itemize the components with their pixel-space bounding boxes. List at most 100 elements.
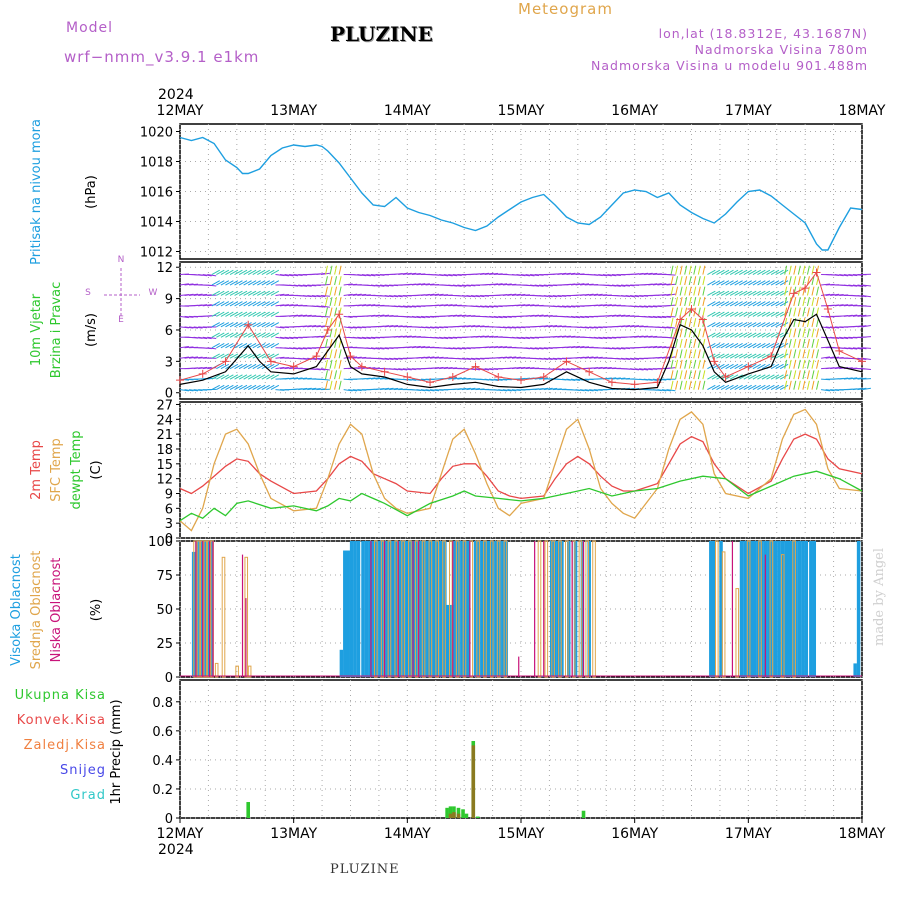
wind-barb bbox=[329, 297, 333, 307]
wind-barb bbox=[639, 368, 649, 371]
wind-barb bbox=[616, 314, 626, 317]
wind-barb bbox=[648, 368, 658, 370]
wind-barb bbox=[611, 274, 621, 276]
cloud-bar-high bbox=[398, 541, 403, 677]
wind-barb bbox=[830, 336, 840, 340]
wind-barb bbox=[266, 290, 275, 296]
wind-barb bbox=[534, 274, 544, 276]
wind-barb bbox=[229, 322, 239, 328]
wind-barb bbox=[234, 269, 243, 275]
wind-barb bbox=[548, 294, 558, 298]
wind-barb bbox=[247, 269, 257, 275]
y-tick-label-wind-2: 6 bbox=[165, 324, 173, 339]
wind-barb bbox=[716, 301, 725, 307]
temp-ylabel-2m: 2m Temp bbox=[29, 440, 44, 500]
wind-barb bbox=[207, 284, 217, 287]
wind-barb bbox=[775, 269, 784, 275]
wind-barb bbox=[279, 366, 290, 370]
wind-barb bbox=[729, 269, 739, 275]
y-tick-label-pressure-2: 1016 bbox=[140, 186, 173, 201]
wind-barb bbox=[843, 304, 853, 307]
wind-barb bbox=[757, 343, 766, 349]
wind-barb bbox=[761, 363, 771, 370]
wind-barb bbox=[843, 347, 853, 350]
wind-barb bbox=[598, 366, 608, 370]
cloud-bar-mid bbox=[476, 540, 480, 678]
wind-barb bbox=[830, 326, 840, 329]
wind-barb bbox=[348, 389, 358, 392]
wind-barb bbox=[816, 370, 819, 380]
cloud-bar-high bbox=[812, 541, 817, 677]
wind-barb bbox=[411, 273, 421, 276]
wind-barb bbox=[697, 276, 701, 286]
wind-barb bbox=[189, 293, 199, 296]
wind-barb bbox=[279, 326, 290, 329]
wind-barb bbox=[697, 265, 701, 275]
y-tick-label-temperature-8: 24 bbox=[156, 413, 173, 428]
wind-barb bbox=[720, 343, 730, 349]
wind-barb bbox=[257, 311, 266, 317]
cloud-bar-high bbox=[356, 541, 361, 677]
wind-barb bbox=[357, 304, 367, 307]
wind-barb bbox=[461, 377, 471, 380]
wind-barb bbox=[211, 290, 220, 296]
gust-marker bbox=[266, 357, 275, 366]
wind-barb bbox=[752, 343, 762, 349]
wind-barb bbox=[788, 370, 792, 380]
year-top: 2024 bbox=[158, 87, 194, 103]
wind-barb bbox=[784, 338, 788, 348]
gust-marker bbox=[721, 373, 730, 382]
wind-barb bbox=[716, 384, 725, 391]
wind-barb bbox=[379, 357, 390, 360]
wind-barb bbox=[688, 265, 692, 275]
wind-barb bbox=[429, 293, 440, 296]
wind-barb bbox=[793, 276, 797, 286]
cloud-bar-high bbox=[494, 541, 498, 677]
wind-barb bbox=[634, 368, 644, 371]
wind-barb bbox=[861, 347, 872, 349]
wind-barb bbox=[861, 336, 872, 338]
wind-barb bbox=[539, 325, 549, 328]
wind-barb bbox=[320, 294, 330, 297]
wind-barb bbox=[430, 389, 440, 392]
wind-barb bbox=[811, 265, 815, 275]
wind-barb bbox=[684, 265, 688, 275]
y-tick-label-cloud-4: 100 bbox=[148, 535, 173, 550]
cloud-bar-high bbox=[743, 541, 747, 677]
cloud-bar-low bbox=[469, 541, 471, 677]
wind-barb bbox=[225, 353, 234, 359]
model-elevation-label: Nadmorska Visina u modelu 901.488m bbox=[591, 58, 868, 73]
wind-barb bbox=[707, 374, 716, 380]
wind-barb bbox=[234, 301, 243, 307]
wind-barb bbox=[784, 265, 788, 275]
wind-barb bbox=[489, 305, 499, 308]
wind-barb bbox=[834, 304, 844, 307]
cloud-bar-mid bbox=[592, 540, 596, 678]
cloud-bar-low bbox=[518, 656, 520, 677]
wind-barb bbox=[293, 377, 303, 380]
wind-barb bbox=[238, 269, 248, 275]
y-tick-label-precip-0: 0 bbox=[165, 812, 173, 827]
wind-barb bbox=[311, 388, 321, 391]
wind-barb bbox=[325, 317, 328, 327]
wind-barb bbox=[775, 363, 784, 370]
cloud-bar-high bbox=[739, 541, 744, 677]
wind-barb bbox=[580, 326, 590, 329]
wind-barb bbox=[675, 276, 679, 286]
wind-barb bbox=[361, 304, 371, 307]
wind-barb bbox=[784, 297, 788, 307]
wind-barb bbox=[338, 297, 342, 307]
wind-barb bbox=[420, 356, 430, 359]
wind-barb bbox=[852, 284, 862, 287]
wind-barb bbox=[257, 280, 266, 286]
wind-barb bbox=[389, 325, 399, 328]
wind-barb bbox=[575, 283, 585, 286]
wind-barb bbox=[784, 276, 788, 286]
wind-barb bbox=[857, 284, 867, 287]
wind-barb bbox=[739, 332, 748, 338]
wind-barb bbox=[761, 280, 771, 286]
wind-barb bbox=[707, 311, 716, 317]
wind-barb bbox=[552, 357, 562, 360]
cloud-bar-mid bbox=[408, 540, 412, 678]
wind-barb bbox=[243, 290, 252, 296]
